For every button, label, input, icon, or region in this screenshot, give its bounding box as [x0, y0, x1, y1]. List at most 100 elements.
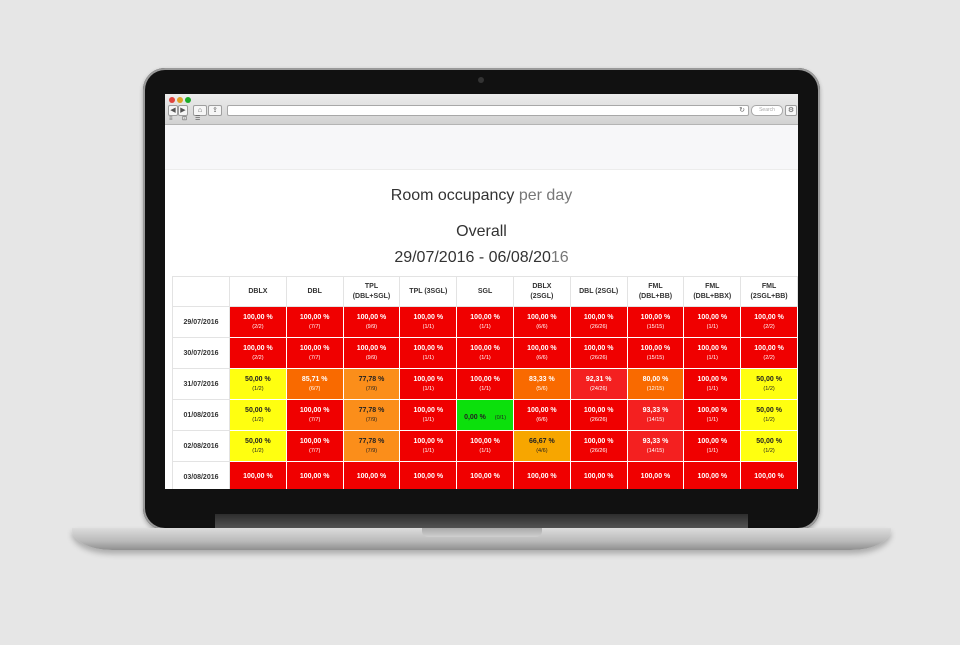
column-header[interactable]: DBL (2SGL) — [569, 276, 628, 307]
occupancy-cell[interactable]: 100,00 % (2/2) — [229, 337, 287, 369]
column-header[interactable]: FML (DBL+BB) — [626, 276, 685, 307]
occupancy-percent: 100,00 % — [299, 345, 330, 352]
occupancy-cell[interactable]: 100,00 % (1/1) — [399, 306, 458, 338]
minimize-window-button[interactable] — [177, 97, 183, 103]
search-field[interactable]: Search — [751, 105, 783, 116]
occupancy-cell[interactable]: 100,00 % (7/7) — [285, 337, 344, 369]
occupancy-percent: 0,00 % — [464, 414, 486, 421]
occupancy-percent: 100,00 % — [299, 438, 330, 445]
occupancy-cell[interactable]: 50,00 % (1/2) — [229, 399, 287, 431]
occupancy-fraction: (2/2) — [763, 355, 775, 361]
column-header[interactable]: FML (DBL+BBX) — [683, 276, 742, 307]
occupancy-cell[interactable]: 100,00 % — [626, 461, 685, 489]
occupancy-percent: 80,00 % — [642, 376, 669, 383]
report-titles: Room occupancy per day Overall 29/07/201… — [165, 187, 798, 269]
occupancy-cell[interactable]: 100,00 % (26/26) — [569, 399, 628, 431]
occupancy-cell[interactable]: 80,00 % (12/15) — [626, 368, 685, 400]
occupancy-cell[interactable]: 100,00 % (2/2) — [740, 337, 798, 369]
occupancy-percent: 100,00 % — [356, 473, 387, 480]
column-header[interactable]: DBLX — [229, 276, 287, 307]
occupancy-cell[interactable]: 100,00 % — [740, 461, 798, 489]
occupancy-cell[interactable]: 100,00 % (9/9) — [342, 306, 401, 338]
occupancy-cell[interactable]: 100,00 % (1/1) — [683, 306, 742, 338]
occupancy-percent: 100,00 % — [527, 407, 557, 414]
occupancy-cell[interactable]: 93,33 % (14/15) — [626, 399, 685, 431]
occupancy-cell[interactable]: 50,00 % (1/2) — [740, 399, 798, 431]
occupancy-cell[interactable]: 100,00 % (1/1) — [456, 430, 514, 462]
occupancy-fraction: (26/26) — [589, 448, 608, 454]
column-header[interactable]: DBLX (2SGL) — [512, 276, 571, 307]
occupancy-cell[interactable]: 77,78 % (7/9) — [342, 399, 401, 431]
close-window-button[interactable] — [169, 97, 175, 103]
occupancy-cell[interactable]: 100,00 % (26/26) — [569, 306, 628, 338]
occupancy-percent: 100,00 % — [470, 438, 500, 445]
occupancy-cell[interactable]: 92,31 % (24/26) — [569, 368, 628, 400]
occupancy-cell[interactable]: 100,00 % (7/7) — [285, 306, 344, 338]
occupancy-cell[interactable]: 100,00 % (6/6) — [512, 399, 571, 431]
occupancy-cell[interactable]: 100,00 % (15/15) — [626, 337, 685, 369]
occupancy-cell[interactable]: 77,78 % (7/9) — [342, 430, 401, 462]
occupancy-cell[interactable]: 100,00 % (7/7) — [285, 399, 344, 431]
occupancy-cell[interactable]: 100,00 % (2/2) — [229, 306, 287, 338]
occupancy-cell[interactable]: 100,00 % (1/1) — [683, 368, 742, 400]
occupancy-cell[interactable]: 100,00 % (1/1) — [399, 368, 458, 400]
column-header-line1: TPL — [364, 282, 379, 290]
column-header[interactable]: SGL — [456, 276, 514, 307]
occupancy-cell[interactable]: 100,00 % (1/1) — [456, 337, 514, 369]
occupancy-cell[interactable]: 83,33 % (5/6) — [512, 368, 571, 400]
reader-icon[interactable]: ⊡ — [182, 116, 188, 122]
occupancy-cell[interactable]: 100,00 % (1/1) — [399, 399, 458, 431]
grid-icon[interactable]: ☰ — [195, 116, 201, 122]
occupancy-cell[interactable]: 100,00 % (26/26) — [569, 430, 628, 462]
maximize-window-button[interactable] — [185, 97, 191, 103]
occupancy-cell[interactable]: 100,00 % (2/2) — [740, 306, 798, 338]
forward-button[interactable]: ▶ — [178, 105, 188, 116]
occupancy-cell[interactable]: 100,00 % (1/1) — [683, 399, 742, 431]
occupancy-cell[interactable]: 85,71 % (6/7) — [285, 368, 344, 400]
column-header[interactable]: DBL — [285, 276, 344, 307]
occupancy-cell[interactable]: 100,00 % (26/26) — [569, 337, 628, 369]
column-header[interactable]: TPL (3SGL) — [399, 276, 458, 307]
occupancy-fraction: (24/26) — [589, 386, 608, 392]
occupancy-cell[interactable]: 100,00 % — [342, 461, 401, 489]
back-button[interactable]: ◀ — [168, 105, 178, 116]
reload-icon[interactable]: ↻ — [739, 107, 745, 114]
occupancy-cell[interactable]: 100,00 % (1/1) — [456, 368, 514, 400]
occupancy-cell[interactable]: 100,00 % — [456, 461, 514, 489]
occupancy-cell[interactable]: 50,00 % (1/2) — [229, 368, 287, 400]
occupancy-cell[interactable]: 100,00 % — [512, 461, 571, 489]
occupancy-cell[interactable]: 100,00 % (1/1) — [399, 337, 458, 369]
occupancy-cell[interactable]: 66,67 % (4/6) — [512, 430, 571, 462]
occupancy-cell[interactable]: 100,00 % (1/1) — [456, 306, 514, 338]
occupancy-cell[interactable]: 50,00 % (1/2) — [740, 430, 798, 462]
occupancy-fraction: (1/1) — [706, 355, 718, 361]
occupancy-cell[interactable]: 50,00 % (1/2) — [740, 368, 798, 400]
occupancy-cell[interactable]: 0,00 % (0/1) — [456, 399, 514, 431]
occupancy-cell[interactable]: 100,00 % (1/1) — [683, 430, 742, 462]
occupancy-cell[interactable]: 100,00 % (7/7) — [285, 430, 344, 462]
occupancy-cell[interactable]: 100,00 % (1/1) — [683, 337, 742, 369]
occupancy-cell[interactable]: 100,00 % — [399, 461, 458, 489]
settings-icon[interactable]: ⚙ — [785, 105, 797, 116]
share-icon[interactable]: ⇪ — [208, 105, 222, 116]
occupancy-cell[interactable]: 77,78 % (7/9) — [342, 368, 401, 400]
occupancy-cell[interactable]: 100,00 % (1/1) — [399, 430, 458, 462]
occupancy-cell[interactable]: 100,00 % — [683, 461, 742, 489]
occupancy-cell[interactable]: 100,00 % (15/15) — [626, 306, 685, 338]
occupancy-fraction: (7/7) — [309, 448, 321, 454]
home-icon[interactable]: ⌂ — [193, 105, 207, 116]
column-header[interactable]: FML (2SGL+BB) — [740, 276, 798, 307]
bookmark-icon[interactable]: ≡ — [169, 116, 173, 122]
occupancy-percent: 100,00 % — [413, 438, 444, 445]
occupancy-cell[interactable]: 100,00 % (9/9) — [342, 337, 401, 369]
url-field[interactable]: ↻ — [227, 105, 749, 116]
occupancy-cell[interactable]: 100,00 % — [229, 461, 287, 489]
column-header[interactable]: TPL (DBL+SGL) — [342, 276, 401, 307]
occupancy-cell[interactable]: 100,00 % (6/6) — [512, 337, 571, 369]
occupancy-cell[interactable]: 100,00 % (6/6) — [512, 306, 571, 338]
occupancy-cell[interactable]: 93,33 % (14/15) — [626, 430, 685, 462]
occupancy-cell[interactable]: 50,00 % (1/2) — [229, 430, 287, 462]
row-date: 03/08/2016 — [172, 461, 230, 489]
occupancy-cell[interactable]: 100,00 % — [285, 461, 344, 489]
occupancy-cell[interactable]: 100,00 % — [569, 461, 628, 489]
